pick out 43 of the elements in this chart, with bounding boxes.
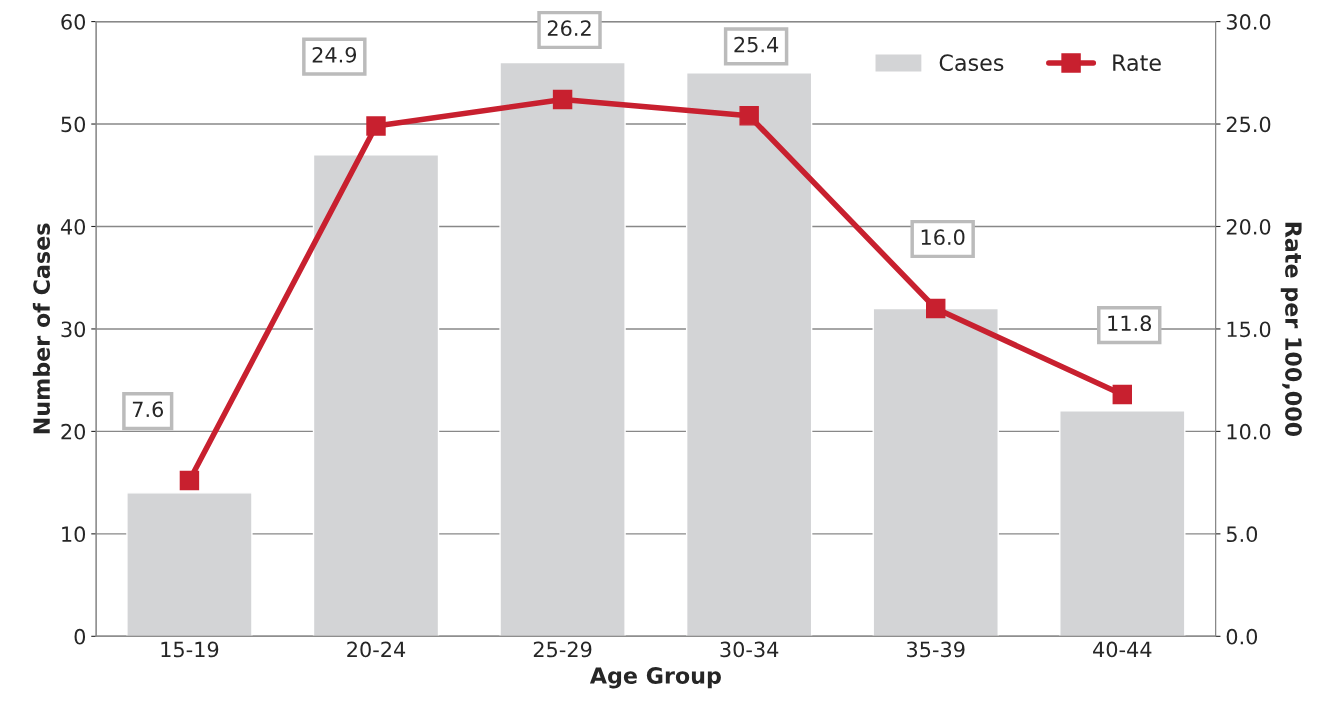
- bar: [126, 492, 253, 637]
- y-tick-label: 0: [74, 628, 86, 645]
- point: [1112, 384, 1133, 405]
- y2-tick-label: 25.0: [1226, 116, 1271, 133]
- legend-label: Rate: [1113, 54, 1161, 72]
- x-tick-label: 20-24: [347, 641, 406, 658]
- data-label: 26.2: [547, 20, 591, 37]
- y-axis-title: Number of Cases: [32, 223, 51, 434]
- y-tick-label: 20: [61, 423, 86, 440]
- point: [739, 106, 759, 126]
- data-label: 11.8: [1108, 315, 1152, 332]
- x-axis-title: Age Group: [589, 667, 721, 689]
- point: [926, 298, 946, 319]
- data-label: 25.4: [734, 36, 779, 53]
- y-tick-label: 30: [61, 321, 86, 338]
- y2-tick-label: 0.0: [1226, 628, 1258, 645]
- data-label: 7.6: [132, 401, 164, 418]
- legend-label: Cases: [939, 54, 1004, 72]
- x-tick-label: 30-34: [720, 641, 779, 658]
- y2-tick-label: 30.0: [1226, 14, 1271, 30]
- data-label: 16.0: [921, 229, 965, 246]
- y2-tick-label: 10.0: [1227, 423, 1271, 440]
- data-label: 24.9: [312, 46, 357, 63]
- x-tick-label: 35-39: [907, 641, 965, 658]
- point: [366, 116, 386, 136]
- y2-tick-label: 5.0: [1226, 526, 1258, 543]
- x-tick-label: 40-44: [1093, 641, 1152, 658]
- bar: [499, 61, 626, 637]
- y2-axis-title: Rate per 100,000: [1280, 222, 1302, 437]
- y2-tick-label: 15.0: [1227, 321, 1271, 338]
- y-tick-label: 50: [61, 116, 86, 133]
- point: [552, 89, 573, 110]
- point: [179, 470, 200, 491]
- y2-tick-label: 20.0: [1226, 218, 1271, 235]
- bar: [1059, 410, 1186, 637]
- y-tick-label: 40: [60, 218, 86, 235]
- y-tick-label: 10: [62, 526, 86, 543]
- x-tick-label: 25-29: [533, 641, 592, 658]
- x-tick-label: 15-19: [161, 641, 219, 658]
- bar: [685, 72, 813, 637]
- bar: [312, 154, 440, 637]
- y-tick-label: 60: [61, 14, 86, 30]
- bar: [872, 307, 999, 637]
